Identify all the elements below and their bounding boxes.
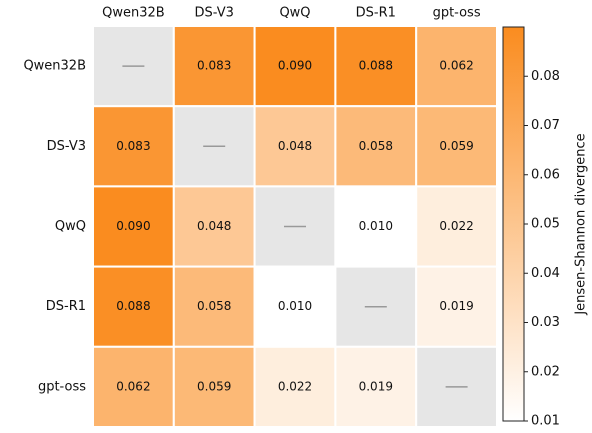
colorbar-tick-label: 0.08 bbox=[531, 69, 560, 84]
y-tick-label: gpt-oss bbox=[38, 379, 86, 394]
cell-label: 0.058 bbox=[359, 139, 393, 153]
x-tick-label: QwQ bbox=[279, 6, 310, 21]
x-tick-label: DS-V3 bbox=[195, 6, 234, 21]
y-tick-label: DS-R1 bbox=[46, 299, 86, 314]
cell bbox=[172, 185, 256, 268]
colorbar-tick-label: 0.02 bbox=[531, 364, 560, 379]
colorbar-tick-label: 0.01 bbox=[531, 414, 560, 429]
colorbar-tick-label: 0.03 bbox=[531, 315, 560, 330]
colorbar-tick-label: 0.05 bbox=[531, 217, 560, 232]
cell-label: 0.048 bbox=[197, 219, 231, 233]
cell-label: 0.048 bbox=[278, 139, 312, 153]
x-tick-label: DS-R1 bbox=[356, 6, 396, 21]
colorbar-tick-label: 0.04 bbox=[531, 266, 560, 281]
y-tick-label: DS-V3 bbox=[47, 139, 86, 154]
cell bbox=[415, 185, 499, 268]
cell-label: 0.088 bbox=[116, 299, 150, 313]
x-tick-label: gpt-oss bbox=[433, 6, 481, 21]
cell bbox=[334, 185, 418, 268]
cell-label: 0.019 bbox=[439, 299, 473, 313]
cell-label: 0.059 bbox=[197, 379, 231, 393]
cell-label: 0.010 bbox=[359, 219, 393, 233]
cell-label: 0.088 bbox=[359, 59, 393, 73]
cell bbox=[172, 25, 256, 108]
cell-label: 0.010 bbox=[278, 299, 312, 313]
cell-label: 0.022 bbox=[439, 219, 473, 233]
y-tick-label: Qwen32B bbox=[23, 59, 86, 74]
cell bbox=[92, 185, 175, 268]
cell bbox=[92, 345, 175, 428]
cell-label: 0.022 bbox=[278, 379, 312, 393]
colorbar-tick-label: 0.06 bbox=[531, 167, 560, 182]
cell-label: 0.083 bbox=[197, 59, 231, 73]
y-tick-label: QwQ bbox=[55, 219, 86, 234]
colorbar-label: Jensen-Shannon divergence bbox=[574, 133, 589, 315]
cell-label: 0.058 bbox=[197, 299, 231, 313]
cell-label: 0.090 bbox=[278, 59, 312, 73]
cell-label: 0.019 bbox=[359, 379, 393, 393]
cell bbox=[334, 345, 418, 428]
cell-label: 0.062 bbox=[116, 379, 150, 393]
cell-label: 0.059 bbox=[439, 139, 473, 153]
cell bbox=[253, 265, 337, 348]
x-tick-label: Qwen32B bbox=[102, 6, 165, 21]
cell-label: 0.062 bbox=[439, 59, 473, 73]
cell-label: 0.083 bbox=[116, 139, 150, 153]
cell bbox=[92, 265, 175, 348]
cell bbox=[172, 345, 256, 428]
cell bbox=[415, 25, 499, 108]
cell bbox=[415, 265, 499, 348]
colorbar bbox=[502, 26, 525, 422]
colorbar-tick-label: 0.07 bbox=[531, 118, 560, 133]
cell bbox=[172, 265, 256, 348]
cell-label: 0.090 bbox=[116, 219, 150, 233]
